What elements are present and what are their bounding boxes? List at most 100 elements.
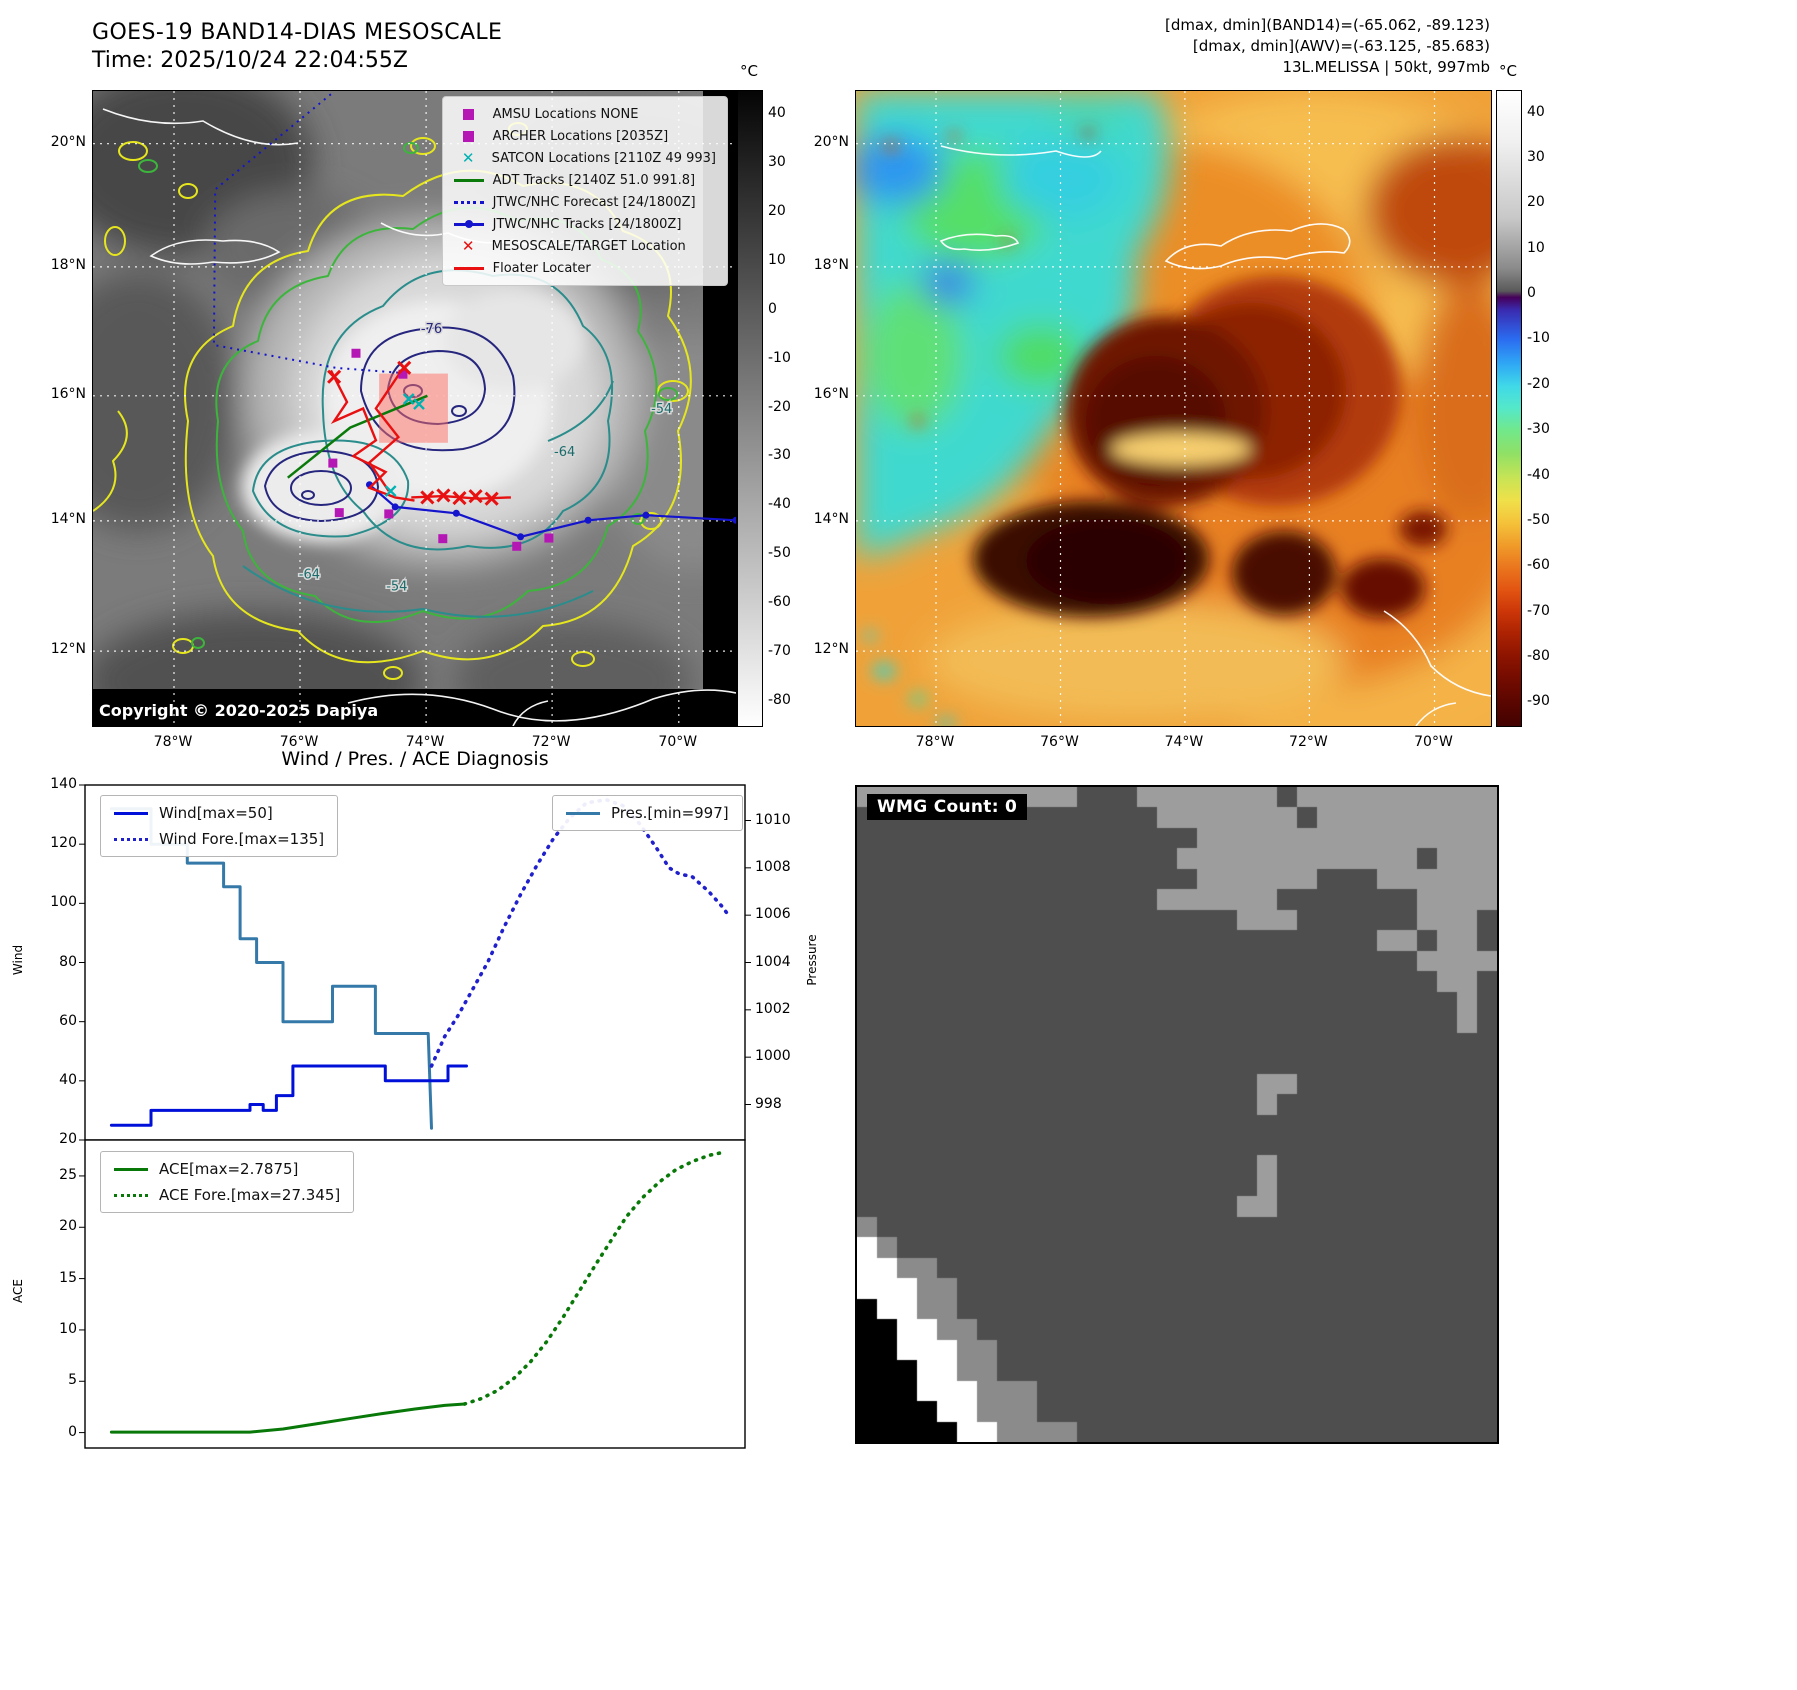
band14-colorbar-unit: °C — [740, 62, 758, 80]
awv-colorbar-tick: -60 — [1527, 557, 1550, 574]
awv-colorbar — [1496, 90, 1522, 727]
awv-colorbar-tick: -10 — [1527, 330, 1550, 347]
band14-colorbar-tick: 0 — [768, 300, 777, 317]
band14-lat-label: 20°N — [50, 133, 86, 150]
awv-colorbar-tick: 0 — [1527, 285, 1536, 302]
dmax-dmin-band14-readout: [dmax, dmin](BAND14)=(-65.062, -89.123) — [1165, 16, 1490, 34]
wind-axis-label: Wind — [11, 944, 25, 975]
svg-text:-76: -76 — [421, 322, 442, 337]
diagnosis-title: Wind / Pres. / ACE Diagnosis — [281, 748, 549, 770]
awv-lon-label: 70°W — [1414, 734, 1453, 750]
band14-colorbar-tick: 40 — [768, 105, 786, 122]
wind-axis-tick: 60 — [59, 1012, 77, 1029]
awv-colorbar-tick: 10 — [1527, 239, 1545, 256]
square-marker-icon — [462, 108, 474, 120]
awv-colorbar-tick: 30 — [1527, 149, 1545, 166]
awv-lat-label: 14°N — [813, 510, 849, 527]
band14-lon-label: 74°W — [405, 734, 445, 750]
awv-colorbar-tick: -20 — [1527, 375, 1550, 392]
wind-forecast-legend-label: Wind Fore.[max=135] — [159, 830, 325, 848]
awv-colorbar-tick: 20 — [1527, 194, 1545, 211]
band14-lon-label: 76°W — [279, 734, 319, 750]
band14-lat-label: 14°N — [50, 510, 86, 527]
wind-axis-tick: 80 — [59, 953, 77, 970]
band14-colorbar-tick: 10 — [768, 251, 786, 268]
legend-item: Wind Fore.[max=135] — [114, 830, 324, 848]
x-marker-icon: ✕ — [461, 149, 475, 167]
legend-item: ACE[max=2.7875] — [114, 1160, 340, 1178]
ace-line-sample — [114, 1167, 148, 1171]
legend-item: Floater Locater — [453, 259, 716, 277]
ace-forecast-legend-label: ACE Fore.[max=27.345] — [159, 1186, 341, 1204]
band14-colorbar-tick: -70 — [768, 642, 791, 659]
legend-item: ADT Tracks [2140Z 51.0 991.8] — [453, 171, 716, 189]
band14-map: -76 -54 -64 -64 -54 AMSU Locations NONE ARCHE… — [92, 90, 737, 727]
wind-axis-tick: 20 — [59, 1131, 77, 1147]
ace-legend: ACE[max=2.7875] ACE Fore.[max=27.345] — [100, 1151, 355, 1213]
awv-map — [855, 90, 1492, 727]
ace-axis-tick: 25 — [59, 1166, 77, 1183]
legend-label: Floater Locater — [492, 260, 591, 276]
awv-lat-label: 18°N — [813, 256, 849, 273]
dmax-dmin-awv-readout: [dmax, dmin](AWV)=(-63.125, -85.683) — [1192, 37, 1490, 55]
line-marker-icon — [453, 266, 484, 270]
legend-label: JTWC/NHC Tracks [24/1800Z] — [492, 216, 682, 232]
band14-colorbar-tick: -60 — [768, 593, 791, 610]
band14-lat-label: 18°N — [50, 256, 86, 273]
band14-lon-label: 72°W — [531, 734, 571, 750]
band14-tracks-overlay: -76 -54 -64 -64 -54 — [212, 93, 736, 596]
dot-marker-icon — [464, 220, 473, 228]
wind-legend-label: Wind[max=50] — [159, 804, 273, 822]
wind-axis-tick: 140 — [50, 776, 77, 792]
band14-time: Time: 2025/10/24 22:04:55Z — [92, 48, 408, 73]
legend-item: ACE Fore.[max=27.345] — [114, 1186, 340, 1204]
svg-text:-54: -54 — [651, 402, 672, 417]
pressure-axis-tick: 1000 — [755, 1048, 791, 1065]
band14-colorbar-tick: -80 — [768, 691, 791, 708]
ace-forecast-line-sample — [114, 1193, 148, 1197]
pressure-axis-tick: 1004 — [755, 953, 791, 970]
awv-colorbar-tick: 40 — [1527, 103, 1545, 120]
legend-item: Pres.[min=997] — [566, 804, 729, 822]
pressure-axis-tick: 1008 — [755, 858, 791, 875]
wind-axis-tick: 40 — [59, 1071, 77, 1088]
svg-text:-64: -64 — [299, 568, 320, 583]
awv-lat-label: 20°N — [813, 133, 849, 150]
line-marker-icon — [453, 200, 484, 204]
wmg-panel: WMG Count: 0 — [855, 785, 1499, 1444]
legend-item: ARCHER Locations [2035Z] — [454, 127, 716, 145]
band14-colorbar-tick: -30 — [768, 447, 791, 464]
awv-lon-label: 76°W — [1040, 734, 1079, 750]
awv-lon-label: 72°W — [1289, 734, 1328, 750]
band14-lon-label: 78°W — [153, 734, 193, 750]
awv-colorbar-tick: -70 — [1527, 602, 1550, 619]
ace-axis-tick: 20 — [59, 1218, 77, 1235]
legend-label: AMSU Locations NONE — [492, 106, 639, 122]
wind-pressure-ace-charts — [79, 784, 751, 1449]
band14-colorbar-tick: -50 — [768, 545, 791, 562]
legend-item: AMSU Locations NONE — [454, 105, 716, 123]
band14-colorbar-tick: -20 — [768, 398, 791, 415]
awv-colorbar-tick: -90 — [1527, 693, 1550, 710]
wind-legend: Wind[max=50] Wind Fore.[max=135] — [100, 795, 339, 857]
band14-colorbar-tick: -40 — [768, 496, 791, 513]
pressure-legend: Pres.[min=997] — [552, 795, 743, 831]
awv-lon-label: 74°W — [1164, 734, 1204, 750]
awv-colorbar-unit: °C — [1499, 62, 1517, 80]
wmg-grid-image — [857, 787, 1497, 1442]
ace-axis-tick: 15 — [59, 1269, 77, 1286]
band14-colorbar-tick: 30 — [768, 154, 786, 171]
svg-text:-64: -64 — [554, 445, 575, 460]
line-marker-icon — [453, 220, 484, 228]
wind-line-sample — [114, 811, 148, 815]
ace-axis-tick: 5 — [68, 1372, 77, 1389]
legend-label: JTWC/NHC Forecast [24/1800Z] — [492, 194, 696, 210]
legend-label: SATCON Locations [2110Z 49 993] — [491, 150, 716, 166]
square-marker-icon — [462, 130, 474, 142]
band14-colorbar-tick: 20 — [768, 203, 786, 220]
storm-id-readout: 13L.MELISSA | 50kt, 997mb — [1282, 58, 1490, 76]
legend-item: JTWC/NHC Forecast [24/1800Z] — [453, 193, 716, 211]
pressure-axis-tick: 1002 — [755, 1000, 791, 1017]
pressure-axis-tick: 1006 — [755, 906, 791, 923]
pressure-axis-label: Pressure — [805, 933, 819, 986]
